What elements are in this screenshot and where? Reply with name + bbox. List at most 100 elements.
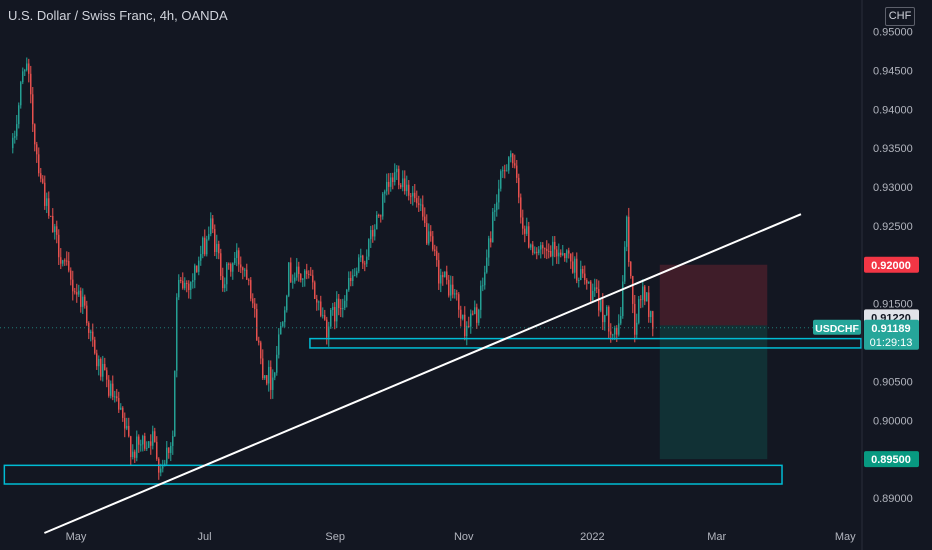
candle	[578, 280, 580, 282]
candle	[612, 334, 614, 336]
candle	[220, 253, 222, 277]
candle	[376, 215, 378, 230]
time-tick-label: Mar	[707, 531, 726, 543]
candle	[216, 243, 218, 253]
candle	[332, 307, 334, 311]
candle	[236, 250, 238, 259]
candle	[622, 281, 624, 317]
candle	[388, 181, 390, 187]
candle	[310, 274, 312, 276]
trendline[interactable]	[43, 213, 802, 534]
candle	[438, 260, 440, 284]
price-axis[interactable]: 0.95000 0.94500 0.94000 0.93500 0.93000 0.925…	[873, 27, 913, 506]
candle	[454, 293, 456, 295]
candle	[484, 272, 486, 286]
candle	[122, 407, 124, 418]
candle	[278, 334, 280, 355]
candle	[22, 71, 24, 83]
candle	[276, 354, 278, 373]
candle	[24, 70, 26, 72]
candle	[350, 277, 352, 281]
candle	[300, 274, 302, 280]
candle	[178, 279, 180, 298]
candle	[16, 124, 18, 137]
candle	[604, 315, 606, 323]
symbol-tag-bg	[813, 319, 861, 335]
candle	[328, 326, 330, 338]
candle	[146, 447, 148, 449]
candle	[156, 441, 158, 459]
candle	[282, 322, 284, 327]
candle	[98, 358, 100, 367]
candle	[600, 299, 602, 311]
drawings-group	[0, 213, 862, 534]
candle	[452, 284, 454, 295]
candle	[136, 436, 138, 458]
candle	[496, 202, 498, 211]
candle	[256, 308, 258, 341]
candle	[32, 94, 34, 125]
candle	[366, 256, 368, 264]
candle	[470, 313, 472, 327]
candle	[54, 226, 56, 233]
candle	[344, 300, 346, 308]
support-zone-lower[interactable]	[3, 464, 783, 485]
candle	[46, 198, 48, 206]
candle	[374, 229, 376, 237]
candle	[180, 279, 182, 281]
time-tick-label: Nov	[454, 531, 474, 543]
candle	[522, 217, 524, 229]
candle	[630, 261, 632, 277]
candle	[80, 290, 82, 307]
candle	[90, 331, 92, 333]
candle	[82, 296, 84, 307]
candle	[532, 244, 534, 253]
candle	[418, 203, 420, 206]
candle	[124, 417, 126, 429]
current-price-label-bg	[864, 319, 919, 350]
candle	[506, 170, 508, 172]
candle	[406, 184, 408, 192]
candle	[500, 171, 502, 189]
candle	[324, 315, 326, 320]
candle	[168, 447, 170, 453]
candle	[234, 258, 236, 264]
candle	[610, 331, 612, 335]
take-profit-zone[interactable]	[659, 325, 768, 460]
candle	[254, 303, 256, 309]
time-axis[interactable]: May Jul Sep Nov 2022 Mar May	[66, 531, 857, 543]
candle	[298, 266, 300, 275]
candle	[284, 310, 286, 323]
candle	[348, 277, 350, 290]
candle	[208, 234, 210, 240]
support-zone-upper[interactable]	[309, 337, 862, 349]
candle	[448, 279, 450, 296]
candle	[224, 284, 226, 289]
candle	[528, 226, 530, 248]
candle	[338, 298, 340, 309]
currency-badge[interactable]: CHF	[885, 7, 915, 26]
candle	[596, 287, 598, 290]
current-price-label: 0.91189	[871, 323, 910, 335]
candle	[620, 316, 622, 324]
candle	[582, 269, 584, 274]
candle	[634, 303, 636, 335]
candle	[396, 168, 398, 173]
candle	[176, 297, 178, 371]
candle	[78, 290, 80, 295]
candle	[38, 154, 40, 174]
candle	[628, 216, 630, 262]
candle	[336, 298, 338, 322]
candle	[240, 264, 242, 268]
candle	[456, 293, 458, 295]
candle	[62, 260, 64, 264]
candle	[316, 298, 318, 303]
stop-loss-zone[interactable]	[659, 264, 768, 326]
candle	[286, 295, 288, 311]
candle	[222, 276, 224, 289]
candle	[632, 276, 634, 304]
target-price-label: 0.89500	[871, 454, 911, 466]
candle	[154, 431, 156, 442]
